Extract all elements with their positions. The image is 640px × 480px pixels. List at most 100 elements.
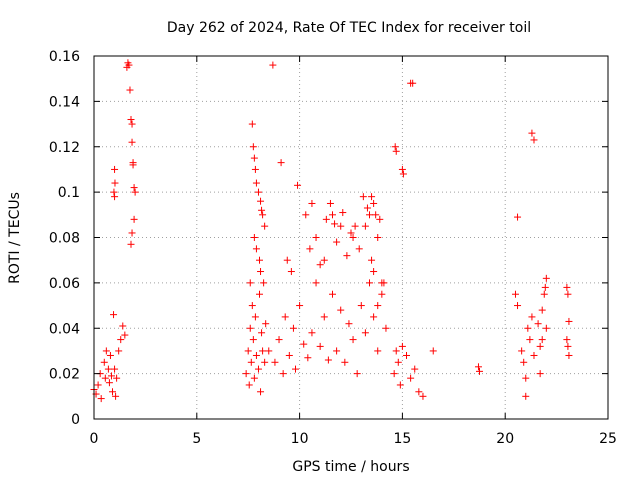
data-point [128,120,136,128]
y-tick-label: 0.02 [49,367,80,383]
data-point [251,165,259,173]
data-point [130,184,138,192]
data-point [370,313,378,321]
y-tick-label: 0.1 [58,185,80,201]
data-point [522,392,530,400]
data-point [333,238,341,246]
data-point [403,351,411,359]
data-point [107,372,115,380]
data-point [261,358,269,366]
data-point [127,116,135,124]
data-point [536,342,544,350]
axis-ticks: 0 5 10 15 20 25 0 0.02 0.04 0.06 0.08 0.1 0.12 0.14 0.… [49,49,617,447]
data-point [111,365,119,373]
data-point [564,342,572,350]
data-point [363,204,371,212]
data-point [256,256,264,264]
data-point [359,193,367,201]
data-point [300,340,308,348]
data-point [304,354,312,362]
data-point [316,342,324,350]
data-point [392,147,400,155]
data-point [374,302,382,310]
data-point [361,329,369,337]
data-point [399,170,407,178]
data-point [128,229,136,237]
x-axis-title: GPS time / hours [292,459,409,475]
data-point [331,220,339,228]
data-point [257,388,265,396]
data-point [536,370,544,378]
data-point [306,245,314,253]
data-point [256,290,264,298]
data-point [528,129,536,137]
data-point [368,256,376,264]
data-point [528,313,536,321]
data-point [374,234,382,241]
y-tick-label: 0.14 [49,94,80,110]
data-point [514,302,522,310]
data-point [394,358,402,366]
data-point [265,347,273,355]
data-point [244,347,252,355]
data-point [526,336,534,344]
data-point [261,222,269,230]
data-point [316,261,324,269]
data-point [94,381,102,389]
data-point [129,161,137,169]
data-point [121,331,129,339]
data-point [131,188,139,196]
chart-title: Day 262 of 2024, Rate Of TEC Index for r… [167,20,531,36]
x-tick-label: 10 [291,431,309,447]
data-point [248,120,256,128]
data-point [345,320,353,328]
data-point [390,370,398,378]
data-point [127,240,135,248]
data-point [326,199,334,207]
data-point [104,365,112,373]
data-points [90,59,573,403]
data-point [522,374,530,382]
data-point [269,61,277,69]
data-point [251,313,259,321]
grid [94,56,608,419]
data-point [337,222,345,230]
data-point [353,370,361,378]
data-point [322,215,330,223]
data-point [476,367,483,375]
data-point [398,165,406,173]
data-point [289,324,297,332]
data-point [380,279,388,287]
data-point [254,365,262,373]
data-point [308,329,316,337]
data-point [419,392,427,400]
data-point [249,143,257,151]
data-point [382,324,390,332]
y-tick-label: 0.12 [49,140,80,156]
data-point [250,374,258,382]
data-point [333,347,341,355]
data-point [374,347,382,355]
data-point [249,336,257,344]
data-point [372,211,380,219]
data-point [285,351,293,359]
data-point [540,290,548,298]
data-point [370,199,378,207]
data-point [538,306,546,314]
data-point [312,234,320,241]
data-point [258,206,266,214]
data-point [312,279,320,287]
data-point [563,283,571,291]
data-point [339,209,347,217]
data-point [407,374,415,382]
data-point [252,351,260,359]
x-tick-label: 0 [90,431,99,447]
data-point [324,356,332,364]
data-point [97,395,105,403]
data-point [115,347,123,355]
data-point [542,324,550,332]
data-point [357,302,365,310]
data-point [349,336,357,344]
data-point [119,322,127,330]
